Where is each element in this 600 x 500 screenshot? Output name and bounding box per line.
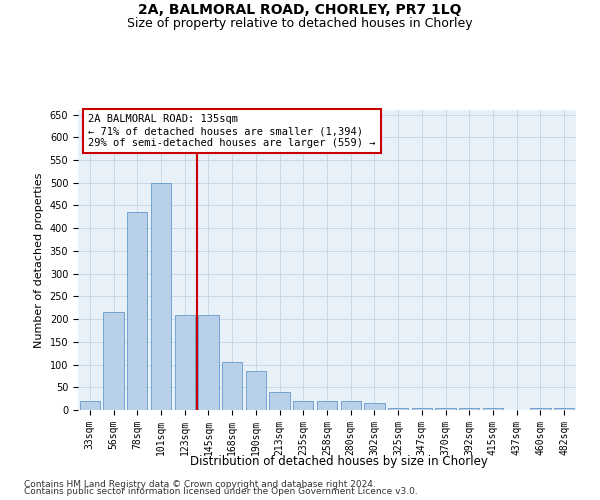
Bar bbox=[341, 401, 361, 410]
Text: Contains HM Land Registry data © Crown copyright and database right 2024.: Contains HM Land Registry data © Crown c… bbox=[24, 480, 376, 489]
Bar bbox=[103, 312, 124, 410]
Bar bbox=[80, 401, 100, 410]
Text: Distribution of detached houses by size in Chorley: Distribution of detached houses by size … bbox=[190, 455, 488, 468]
Bar bbox=[199, 314, 218, 410]
Bar bbox=[364, 403, 385, 410]
Bar bbox=[175, 314, 195, 410]
Bar bbox=[554, 408, 574, 410]
Text: Size of property relative to detached houses in Chorley: Size of property relative to detached ho… bbox=[127, 18, 473, 30]
Bar bbox=[269, 392, 290, 410]
Text: Contains public sector information licensed under the Open Government Licence v3: Contains public sector information licen… bbox=[24, 488, 418, 496]
Bar bbox=[530, 408, 551, 410]
Y-axis label: Number of detached properties: Number of detached properties bbox=[34, 172, 44, 348]
Bar bbox=[127, 212, 148, 410]
Bar bbox=[436, 408, 455, 410]
Bar bbox=[246, 372, 266, 410]
Bar bbox=[317, 401, 337, 410]
Text: 2A, BALMORAL ROAD, CHORLEY, PR7 1LQ: 2A, BALMORAL ROAD, CHORLEY, PR7 1LQ bbox=[138, 2, 462, 16]
Bar bbox=[483, 408, 503, 410]
Text: 2A BALMORAL ROAD: 135sqm
← 71% of detached houses are smaller (1,394)
29% of sem: 2A BALMORAL ROAD: 135sqm ← 71% of detach… bbox=[88, 114, 376, 148]
Bar bbox=[459, 408, 479, 410]
Bar bbox=[412, 408, 432, 410]
Bar bbox=[388, 408, 408, 410]
Bar bbox=[293, 401, 313, 410]
Bar bbox=[222, 362, 242, 410]
Bar bbox=[151, 182, 171, 410]
